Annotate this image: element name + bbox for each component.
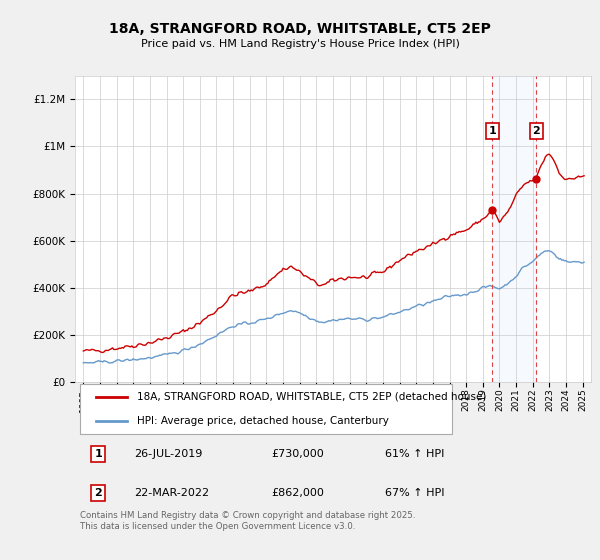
- Bar: [492, 76, 536, 382]
- Text: 2: 2: [94, 488, 102, 498]
- Text: 61% ↑ HPI: 61% ↑ HPI: [385, 449, 444, 459]
- Text: 1: 1: [488, 126, 496, 136]
- Text: 1: 1: [94, 449, 102, 459]
- Text: 18A, STRANGFORD ROAD, WHITSTABLE, CT5 2EP: 18A, STRANGFORD ROAD, WHITSTABLE, CT5 2E…: [109, 22, 491, 36]
- Text: £730,000: £730,000: [271, 449, 324, 459]
- Text: HPI: Average price, detached house, Canterbury: HPI: Average price, detached house, Cant…: [137, 416, 389, 426]
- Text: 26-JUL-2019: 26-JUL-2019: [134, 449, 203, 459]
- Text: Price paid vs. HM Land Registry's House Price Index (HPI): Price paid vs. HM Land Registry's House …: [140, 39, 460, 49]
- Text: 22-MAR-2022: 22-MAR-2022: [134, 488, 209, 498]
- FancyBboxPatch shape: [80, 384, 452, 434]
- Text: £862,000: £862,000: [271, 488, 324, 498]
- Text: Contains HM Land Registry data © Crown copyright and database right 2025.
This d: Contains HM Land Registry data © Crown c…: [80, 511, 416, 531]
- Text: 67% ↑ HPI: 67% ↑ HPI: [385, 488, 444, 498]
- Text: 2: 2: [533, 126, 540, 136]
- Text: 18A, STRANGFORD ROAD, WHITSTABLE, CT5 2EP (detached house): 18A, STRANGFORD ROAD, WHITSTABLE, CT5 2E…: [137, 391, 486, 402]
